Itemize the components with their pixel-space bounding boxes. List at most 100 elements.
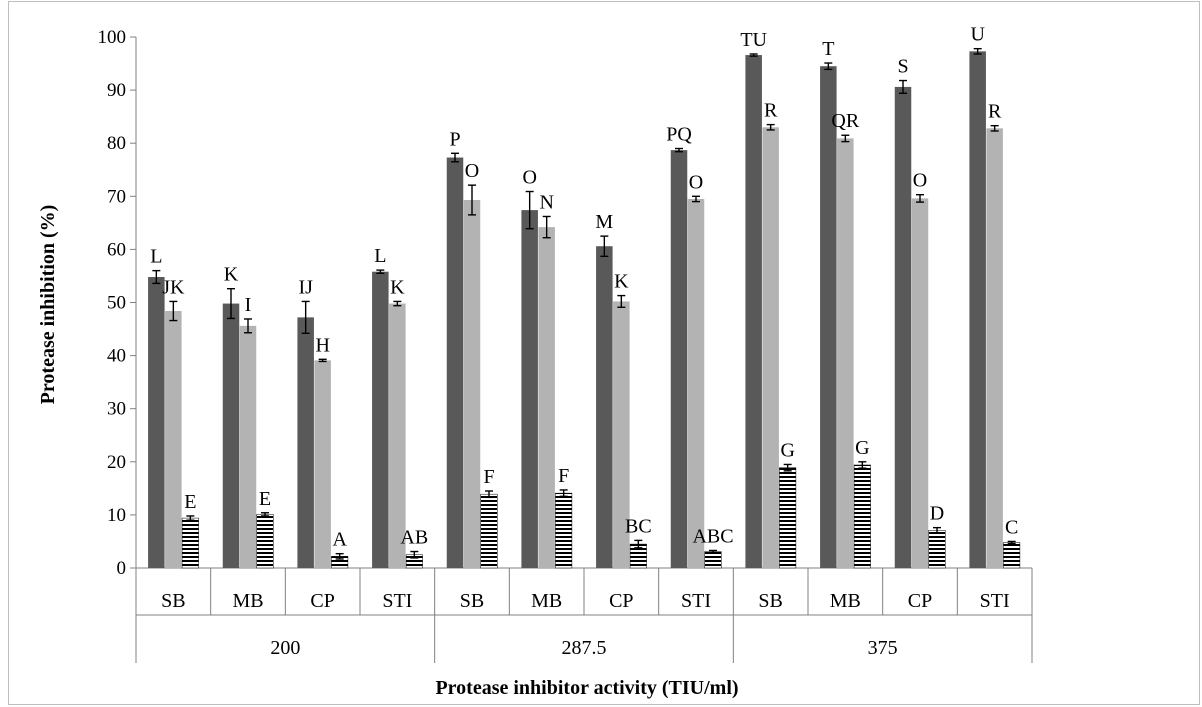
significance-label: P	[449, 128, 460, 150]
significance-label: E	[184, 491, 196, 513]
bar	[239, 325, 257, 568]
significance-label: L	[150, 246, 162, 268]
y-tick-label: 50	[107, 293, 126, 314]
significance-label: G	[780, 439, 794, 461]
significance-label: I	[245, 294, 252, 316]
significance-label: O	[913, 170, 927, 192]
bar	[986, 128, 1003, 568]
x-category-label: CP	[908, 590, 932, 612]
y-tick-label: 30	[107, 399, 126, 420]
x-category-label: SB	[460, 590, 484, 612]
x-group-label: 375	[868, 637, 898, 659]
bar	[613, 301, 630, 568]
significance-label: R	[988, 101, 1002, 123]
bar	[596, 246, 613, 569]
bar	[165, 310, 182, 568]
significance-label: N	[539, 191, 553, 213]
significance-label: ABC	[692, 525, 733, 547]
significance-label: K	[614, 271, 629, 293]
bar	[480, 493, 498, 569]
significance-label: K	[224, 264, 239, 286]
x-category-label: SB	[161, 590, 185, 612]
bar	[314, 360, 331, 568]
bar	[446, 157, 464, 569]
x-category-labels: SB MB CP STI SB MB CP STI SB MB CP STI 200 287.5 375	[161, 590, 1010, 659]
x-group-label: 287.5	[562, 637, 607, 659]
significance-label: C	[1005, 516, 1018, 538]
significance-label: O	[465, 160, 479, 182]
significance-label: AB	[400, 527, 428, 549]
bar	[853, 464, 871, 569]
bar	[704, 551, 722, 569]
bar	[538, 227, 555, 568]
bar	[181, 517, 199, 569]
bar	[297, 317, 314, 568]
bar	[911, 198, 929, 568]
bar	[463, 200, 481, 568]
significance-label: JK	[162, 276, 185, 298]
x-category-label: STI	[681, 590, 711, 612]
bar	[820, 66, 837, 568]
bar	[837, 138, 854, 568]
significance-label: H	[315, 334, 329, 356]
x-category-label: STI	[382, 590, 412, 612]
bar	[969, 51, 986, 569]
x-group-label: 200	[270, 637, 300, 659]
y-tick-label: 40	[107, 346, 126, 367]
significance-label: R	[764, 100, 778, 122]
bar	[372, 271, 389, 568]
bar	[222, 303, 240, 568]
y-tick-label: 10	[107, 505, 126, 526]
y-tick-label: 100	[98, 27, 127, 48]
bar	[670, 150, 688, 568]
significance-label: A	[332, 529, 347, 551]
bar	[555, 492, 573, 569]
significance-label: K	[390, 276, 405, 298]
y-axis-title: Protease inhibition (%)	[37, 205, 59, 405]
significance-label: D	[930, 503, 944, 525]
y-tick-label: 0	[117, 558, 127, 579]
y-tick-label: 90	[107, 80, 126, 101]
x-axis-title: Protease inhibitor activity (TIU/ml)	[435, 677, 738, 699]
axes: 0 10 20 30 40 50 60 70 80 90 100	[98, 27, 1033, 663]
bar	[779, 467, 797, 569]
significance-label: E	[259, 488, 271, 510]
significance-label: G	[855, 437, 869, 459]
significance-label: O	[689, 171, 703, 193]
y-tick-label: 80	[107, 133, 126, 154]
x-category-label: MB	[830, 590, 861, 612]
bar	[687, 198, 705, 568]
bars	[148, 51, 1021, 569]
bar	[928, 530, 946, 569]
bar	[148, 277, 165, 568]
bar	[762, 127, 779, 569]
significance-label: O	[522, 167, 536, 189]
significance-label: BC	[625, 515, 652, 537]
significance-label: PQ	[666, 124, 692, 146]
x-category-label: CP	[310, 590, 334, 612]
bar	[745, 55, 762, 568]
x-category-label: CP	[609, 590, 633, 612]
x-category-label: STI	[980, 590, 1010, 612]
significance-label: S	[897, 56, 908, 78]
y-tick-label: 70	[107, 186, 126, 207]
significance-label: TU	[740, 29, 767, 51]
significance-label: IJ	[298, 276, 313, 298]
bar	[894, 86, 912, 568]
y-tick-label: 60	[107, 239, 126, 260]
y-tick-label: 20	[107, 452, 126, 473]
bar	[521, 210, 538, 568]
bar	[1003, 542, 1021, 569]
significance-label: T	[822, 38, 834, 60]
bar	[389, 303, 406, 568]
bar	[256, 514, 274, 569]
x-category-label: SB	[758, 590, 782, 612]
significance-label: M	[595, 211, 613, 233]
significance-label: L	[374, 245, 386, 267]
significance-label: F	[483, 466, 494, 488]
x-category-label: MB	[531, 590, 562, 612]
significance-label: F	[558, 465, 569, 487]
significance-label: QR	[831, 110, 859, 132]
